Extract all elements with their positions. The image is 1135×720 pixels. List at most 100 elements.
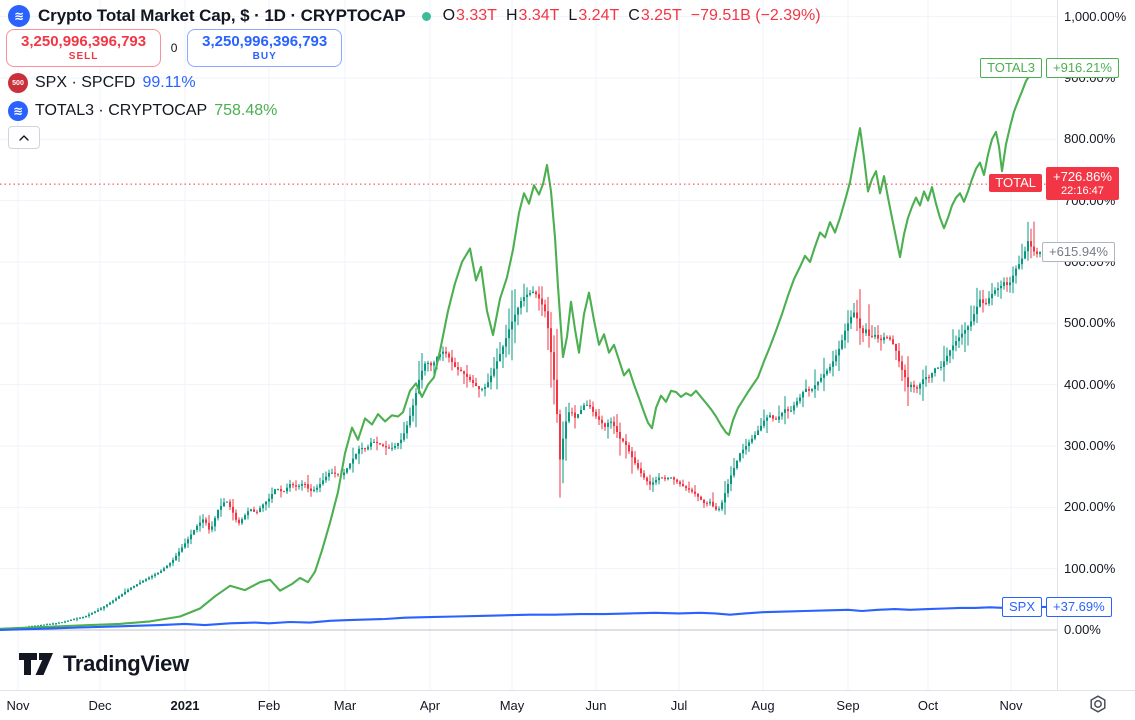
price-scale-separator bbox=[1057, 0, 1058, 690]
candle-body bbox=[853, 312, 855, 317]
candle-body bbox=[568, 412, 570, 422]
candle-body bbox=[250, 509, 252, 512]
buy-button[interactable]: 3,250,996,396,793 BUY bbox=[187, 29, 343, 67]
candle-body bbox=[721, 502, 723, 509]
tradingview-watermark[interactable]: TradingView bbox=[18, 651, 189, 677]
candle-body bbox=[58, 622, 60, 624]
price-scale[interactable]: 1,000.00% 900.00% 800.00% 700.00% 600.00% 500… bbox=[1058, 0, 1135, 690]
candle-body bbox=[676, 479, 678, 482]
candle-body bbox=[70, 619, 72, 621]
candle-body bbox=[502, 346, 504, 354]
collapse-legend-button[interactable] bbox=[8, 126, 40, 149]
candle-body bbox=[586, 404, 588, 406]
candle-body bbox=[46, 624, 48, 626]
candle-body bbox=[610, 421, 612, 423]
candle-body bbox=[727, 484, 729, 494]
candle-body bbox=[367, 446, 369, 450]
candle-body bbox=[799, 397, 801, 402]
candle-body bbox=[712, 501, 714, 507]
candle-body bbox=[499, 353, 501, 362]
time-scale-label: Mar bbox=[333, 698, 357, 713]
candle-body bbox=[349, 463, 351, 469]
candle-body bbox=[685, 486, 687, 489]
candle-body bbox=[49, 623, 51, 625]
candle-body bbox=[784, 409, 786, 413]
candle-body bbox=[43, 624, 45, 626]
candle-body bbox=[943, 361, 945, 367]
candle-body bbox=[274, 489, 276, 495]
candle-body bbox=[565, 421, 567, 439]
candle-body bbox=[1036, 251, 1038, 254]
legend-item-spx[interactable]: 500 SPX · SPCFD 99.11% bbox=[8, 73, 196, 93]
candle-body bbox=[37, 625, 39, 627]
candle-body bbox=[940, 366, 942, 368]
candle-body bbox=[253, 509, 255, 512]
candle-body bbox=[574, 412, 576, 418]
candle-body bbox=[457, 367, 459, 370]
legend-item-total3[interactable]: ≋ TOTAL3 · CRYPTOCAP 758.48% bbox=[8, 101, 277, 121]
time-scale-label: Sep bbox=[836, 698, 860, 713]
candle-body bbox=[199, 522, 201, 526]
high-label: H bbox=[505, 7, 518, 24]
candle-body bbox=[955, 341, 957, 346]
candle-body bbox=[1030, 241, 1032, 247]
candle-body bbox=[382, 444, 384, 447]
candle-body bbox=[928, 377, 930, 379]
time-scale[interactable]: Nov Dec 2021 Feb Mar Apr May Jun Jul Aug Sep Oct Nov bbox=[0, 691, 1057, 720]
symbol-title[interactable]: Crypto Total Market Cap, $ · 1D · CRYPTO… bbox=[38, 6, 406, 25]
candle-body bbox=[433, 362, 435, 366]
candle-body bbox=[286, 487, 288, 492]
candle-body bbox=[268, 498, 270, 502]
candle-body bbox=[136, 584, 138, 586]
candle-body bbox=[514, 314, 516, 322]
candle-body bbox=[919, 384, 921, 389]
candle-body bbox=[520, 301, 522, 308]
candle-body bbox=[160, 570, 162, 573]
candle-body bbox=[793, 405, 795, 411]
scales-settings-button[interactable] bbox=[1088, 694, 1108, 714]
candle-body bbox=[1033, 246, 1035, 252]
candle-body bbox=[289, 484, 291, 488]
candle-body bbox=[769, 415, 771, 418]
candle-body bbox=[961, 333, 963, 338]
candle-body bbox=[580, 410, 582, 415]
candle-body bbox=[838, 348, 840, 356]
candle-body bbox=[175, 555, 177, 560]
candle-body bbox=[235, 512, 237, 520]
price-scale-label: 200.00% bbox=[1064, 499, 1116, 515]
sp500-icon: 500 bbox=[8, 73, 28, 93]
candle-body bbox=[523, 297, 525, 302]
candle-body bbox=[640, 468, 642, 474]
candle-body bbox=[763, 420, 765, 426]
candle-body bbox=[91, 613, 93, 615]
candle-body bbox=[787, 409, 789, 412]
candle-body bbox=[553, 352, 555, 380]
legend-symbol: SPX · SPCFD bbox=[35, 74, 136, 91]
candle-body bbox=[127, 589, 129, 592]
candle-body bbox=[703, 499, 705, 504]
candle-body bbox=[817, 381, 819, 386]
candle-body bbox=[442, 351, 444, 354]
candle-body bbox=[730, 475, 732, 485]
candle-body bbox=[304, 484, 306, 486]
candle-body bbox=[1021, 258, 1023, 265]
candle-body bbox=[970, 321, 972, 327]
candle-body bbox=[922, 379, 924, 385]
candle-body bbox=[598, 416, 600, 420]
candle-body bbox=[577, 414, 579, 418]
candle-body bbox=[394, 445, 396, 448]
candle-body bbox=[949, 350, 951, 356]
candle-body bbox=[850, 316, 852, 324]
candle-body bbox=[298, 485, 300, 487]
candle-body bbox=[625, 441, 627, 445]
candle-body bbox=[805, 388, 807, 393]
candle-body bbox=[163, 568, 165, 571]
sell-button[interactable]: 3,250,996,396,793 SELL bbox=[6, 29, 162, 67]
candle-body bbox=[691, 489, 693, 492]
candle-body bbox=[631, 451, 633, 458]
candle-body bbox=[910, 384, 912, 388]
candle-body bbox=[244, 515, 246, 520]
close-value: 3.25T bbox=[640, 7, 682, 24]
candle-body bbox=[205, 519, 207, 523]
